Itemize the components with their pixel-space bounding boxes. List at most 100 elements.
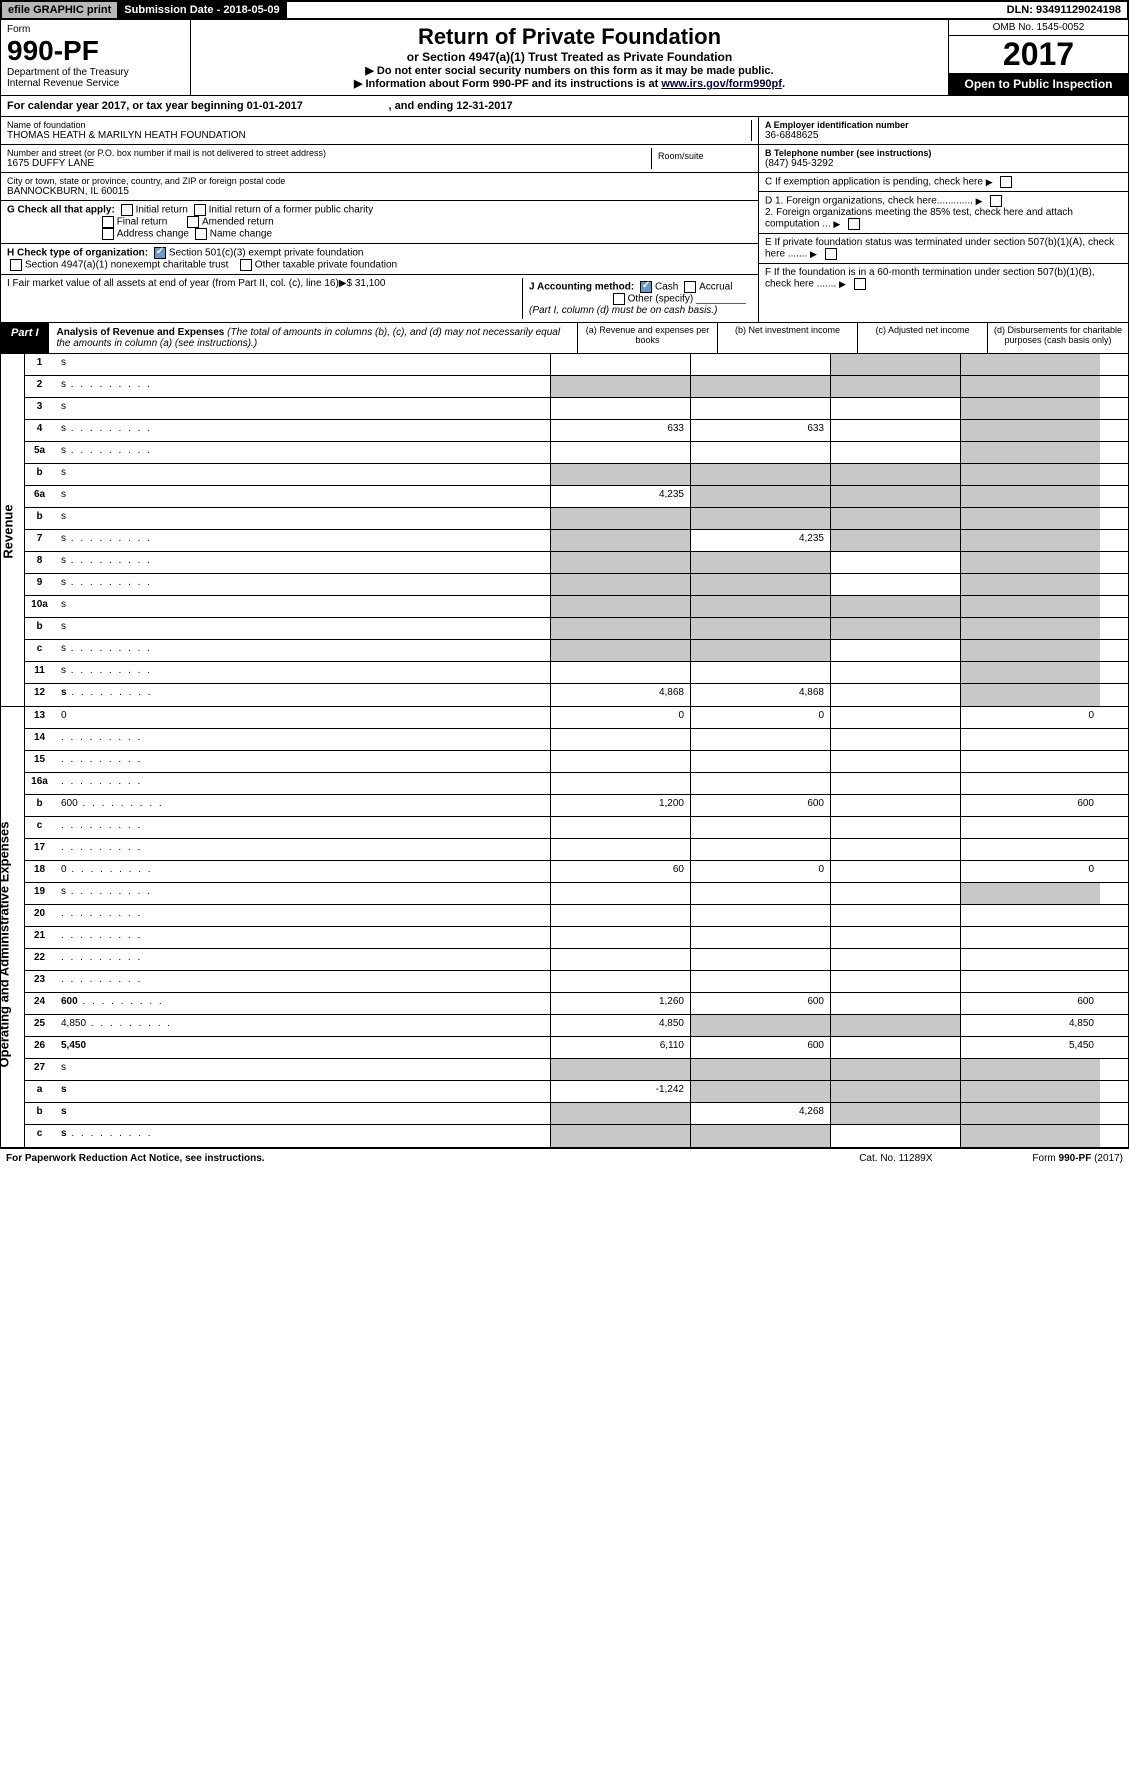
table-row: bs — [25, 508, 1128, 530]
dln: DLN: 93491129024198 — [1001, 2, 1127, 18]
expenses-section: Operating and Administrative Expenses 13… — [0, 707, 1129, 1148]
city: BANNOCKBURN, IL 60015 — [7, 186, 752, 197]
j-note: (Part I, column (d) must be on cash basi… — [529, 305, 717, 316]
omb: OMB No. 1545-0052 — [949, 20, 1128, 36]
table-row: 4s633633 — [25, 420, 1128, 442]
tax-year: 2017 — [949, 36, 1128, 73]
name-label: Name of foundation — [7, 120, 751, 130]
revenue-section: Revenue 1s2s3s4s6336335asbs6as4,235bs7s4… — [0, 354, 1129, 707]
table-row: 11s — [25, 662, 1128, 684]
table-row: 9s — [25, 574, 1128, 596]
instr2: ▶ Information about Form 990-PF and its … — [201, 77, 938, 90]
c-exemption: C If exemption application is pending, c… — [759, 173, 1128, 192]
address: 1675 DUFFY LANE — [7, 158, 651, 169]
table-row: 1s — [25, 354, 1128, 376]
info-block: Name of foundation THOMAS HEATH & MARILY… — [0, 117, 1129, 323]
part1-label: Part I — [1, 323, 49, 353]
checkbox-accrual[interactable] — [684, 281, 696, 293]
form-subtitle: or Section 4947(a)(1) Trust Treated as P… — [201, 50, 938, 64]
col-d: (d) Disbursements for charitable purpose… — [988, 323, 1128, 353]
table-row: 23 — [25, 971, 1128, 993]
table-row: 246001,260600600 — [25, 993, 1128, 1015]
table-row: 22 — [25, 949, 1128, 971]
checkbox-d2[interactable] — [848, 218, 860, 230]
instr1: ▶ Do not enter social security numbers o… — [201, 64, 938, 77]
top-bar: efile GRAPHIC print Submission Date - 20… — [0, 0, 1129, 20]
table-row: 12s4,8684,868 — [25, 684, 1128, 706]
table-row: bs — [25, 464, 1128, 486]
table-row: 1806000 — [25, 861, 1128, 883]
col-c: (c) Adjusted net income — [858, 323, 988, 353]
col-b: (b) Net investment income — [718, 323, 858, 353]
checkbox-address[interactable] — [102, 228, 114, 240]
checkbox-final[interactable] — [102, 216, 114, 228]
telephone: (847) 945-3292 — [765, 158, 1122, 169]
submission-date: Submission Date - 2018-05-09 — [118, 2, 286, 18]
h-label: H Check type of organization: — [7, 248, 148, 259]
col-a: (a) Revenue and expenses per books — [578, 323, 718, 353]
checkbox-initial[interactable] — [121, 204, 133, 216]
checkbox-e[interactable] — [825, 248, 837, 260]
form-ref: Form 990-PF (2017) — [1032, 1153, 1123, 1164]
room-label: Room/suite — [658, 151, 746, 161]
checkbox-4947[interactable] — [10, 259, 22, 271]
table-row: cs — [25, 1125, 1128, 1147]
foundation-name: THOMAS HEATH & MARILYN HEATH FOUNDATION — [7, 130, 751, 141]
addr-label: Number and street (or P.O. box number if… — [7, 148, 651, 158]
checkbox-501c3[interactable] — [154, 247, 166, 259]
checkbox-c[interactable] — [1000, 176, 1012, 188]
city-label: City or town, state or province, country… — [7, 176, 752, 186]
checkbox-other[interactable] — [613, 293, 625, 305]
checkbox-d1[interactable] — [990, 195, 1002, 207]
table-row: 21 — [25, 927, 1128, 949]
table-row: 6as4,235 — [25, 486, 1128, 508]
table-row: 19s — [25, 883, 1128, 905]
table-row: c — [25, 817, 1128, 839]
form-number: 990-PF — [7, 35, 184, 67]
table-row: b6001,200600600 — [25, 795, 1128, 817]
table-row: 7s4,235 — [25, 530, 1128, 552]
checkbox-amended[interactable] — [187, 216, 199, 228]
efile-btn[interactable]: efile GRAPHIC print — [2, 2, 118, 18]
open-inspection: Open to Public Inspection — [949, 73, 1128, 95]
tel-label: B Telephone number (see instructions) — [765, 148, 1122, 158]
table-row: 20 — [25, 905, 1128, 927]
checkbox-f[interactable] — [854, 278, 866, 290]
table-row: bs4,268 — [25, 1103, 1128, 1125]
footer: For Paperwork Reduction Act Notice, see … — [0, 1148, 1129, 1168]
table-row: 3s — [25, 398, 1128, 420]
checkbox-other-tax[interactable] — [240, 259, 252, 271]
expenses-label: Operating and Administrative Expenses — [0, 822, 11, 1068]
table-row: 2s — [25, 376, 1128, 398]
table-row: 8s — [25, 552, 1128, 574]
table-row: as-1,242 — [25, 1081, 1128, 1103]
e-terminated: E If private foundation status was termi… — [759, 234, 1128, 264]
calendar-year: For calendar year 2017, or tax year begi… — [0, 96, 1129, 117]
table-row: 14 — [25, 729, 1128, 751]
ein-label: A Employer identification number — [765, 120, 1122, 130]
cat-no: Cat. No. 11289X — [859, 1153, 932, 1164]
part1-title: Analysis of Revenue and Expenses — [57, 327, 225, 338]
instructions-link[interactable]: www.irs.gov/form990pf — [661, 78, 782, 90]
table-row: bs — [25, 618, 1128, 640]
i-fmv: I Fair market value of all assets at end… — [7, 278, 523, 319]
part1-header: Part I Analysis of Revenue and Expenses … — [0, 323, 1129, 354]
ein: 36-6848625 — [765, 130, 1122, 141]
table-row: 5as — [25, 442, 1128, 464]
f-60month: F If the foundation is in a 60-month ter… — [759, 264, 1128, 293]
checkbox-initial-former[interactable] — [194, 204, 206, 216]
table-row: 17 — [25, 839, 1128, 861]
form-header: Form 990-PF Department of the Treasury I… — [0, 20, 1129, 96]
checkbox-namechg[interactable] — [195, 228, 207, 240]
revenue-label: Revenue — [1, 504, 16, 558]
table-row: 254,8504,8504,850 — [25, 1015, 1128, 1037]
paperwork-notice: For Paperwork Reduction Act Notice, see … — [6, 1153, 265, 1164]
checkbox-cash[interactable] — [640, 281, 652, 293]
table-row: 16a — [25, 773, 1128, 795]
table-row: 265,4506,1106005,450 — [25, 1037, 1128, 1059]
d-foreign: D 1. Foreign organizations, check here..… — [759, 192, 1128, 234]
table-row: 130000 — [25, 707, 1128, 729]
table-row: 10as — [25, 596, 1128, 618]
form-title: Return of Private Foundation — [201, 24, 938, 50]
form-label: Form — [7, 24, 184, 35]
